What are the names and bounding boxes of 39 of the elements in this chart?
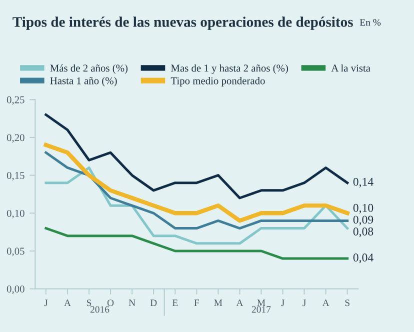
y-tick-label: 0,05 [6,248,24,256]
x-tick-label: J [302,300,306,306]
x-tick-label: N [128,300,136,306]
x-tick-label: J [281,300,284,306]
line-series [44,151,349,230]
x-tick-label: S [86,300,92,306]
y-tick-label: 0,10 [6,210,24,218]
line-series [44,142,350,223]
x-tick-label: J [44,300,48,306]
y-tick-label: 0,15 [6,172,24,181]
x-tick-label: M [214,300,222,306]
legend-label: Tipo medio ponderado [170,76,265,86]
legend-label: Hasta 1 año (%) [50,76,117,86]
x-tick-label: A [236,300,244,306]
x-tick-label: O [107,300,114,306]
y-tick-label: 0,20 [6,134,24,143]
y-tick-label: 0,25 [6,96,24,105]
line-series [44,227,349,260]
x-tick-label: E [172,300,178,306]
y-tick-label: 0,00 [6,286,24,294]
x-tick-label: A [64,300,71,306]
x-tick-label: A [322,300,330,306]
data-label: 0,09 [353,216,374,226]
x-tick-label: M [257,300,266,306]
data-label: 0,08 [353,228,374,238]
data-label: 0,04 [353,254,374,264]
line-series [44,113,349,200]
chart-title: Tipos de interés de las nuevas operaciones de depósitos [12,16,353,30]
x-tick-label: S [345,300,350,306]
legend-label: Mas de 1 y hasta 2 años (%) [171,64,288,74]
x-tick-label: D [150,300,157,306]
chart-subtitle: En % [360,19,381,26]
x-tick-label: F [194,300,199,306]
text: 2016 [90,306,110,313]
legend-label: A la vista [331,64,370,72]
data-label: 0,14 [353,178,374,188]
legend-label: Más de 2 años (%) [50,64,128,74]
text: 2017 [252,306,271,313]
data-label: 0,10 [353,204,374,214]
